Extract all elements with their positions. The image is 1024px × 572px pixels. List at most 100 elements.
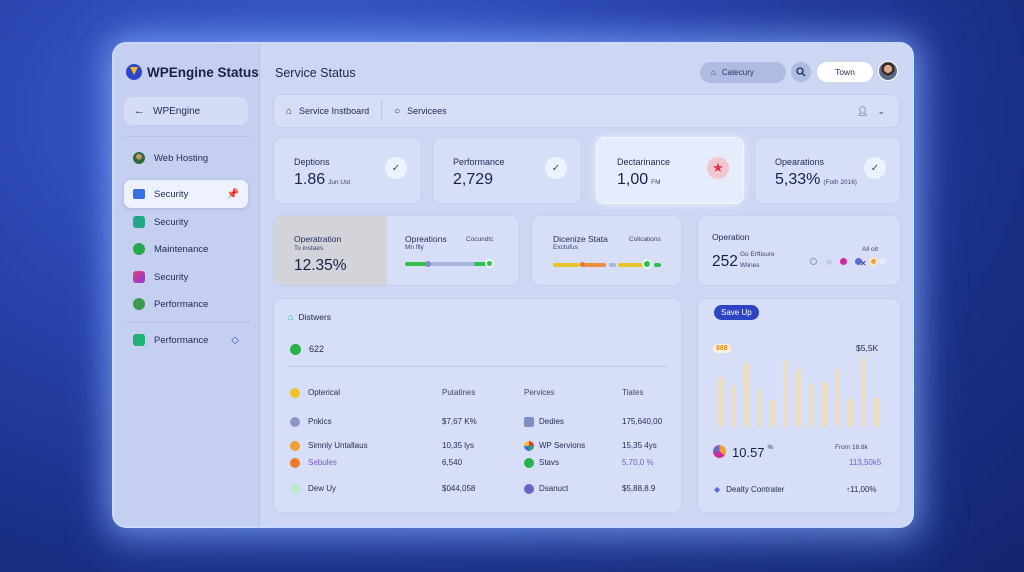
dot-orange xyxy=(869,257,878,266)
chart-bar[interactable] xyxy=(874,397,879,427)
operation-label: Operatration xyxy=(294,234,342,244)
app-window: WPEngine Status ← WPEngine Web Hosting S… xyxy=(112,42,914,528)
brand-name: WPEngine Status xyxy=(147,64,259,80)
kpi-card-performance[interactable]: Performance 2,729 ✓ xyxy=(432,137,582,204)
segment-gray xyxy=(609,263,616,267)
sidebar-item-web-hosting[interactable]: Web Hosting xyxy=(124,144,248,172)
info-icon xyxy=(290,417,300,427)
chart-card: Save Up 888 $5,5K 10.57% From 18.8k 113,… xyxy=(697,298,901,513)
kpi-value: 2,729 xyxy=(453,171,494,188)
lock-icon xyxy=(133,271,145,283)
progress-knob[interactable] xyxy=(485,259,494,268)
chart-bar[interactable] xyxy=(848,398,853,427)
table-count: 622 xyxy=(309,344,325,354)
chart-footer-value: ↑11,00% xyxy=(846,485,877,494)
grid-icon: ⌂ xyxy=(288,312,294,322)
tag-icon: ◆ xyxy=(714,485,721,494)
sidebar-divider xyxy=(124,136,250,137)
kpi-card-deptions[interactable]: Deptions 1.86 Jun Ust ✓ xyxy=(273,137,422,204)
chart-bar[interactable] xyxy=(731,385,736,427)
dot-magenta xyxy=(840,258,847,265)
col-header[interactable]: Tiates xyxy=(622,388,644,397)
warning-icon xyxy=(290,441,300,451)
sidebar-item-performance-2[interactable]: Performance ◇ xyxy=(124,326,248,354)
sidebar-item-label: Performance xyxy=(154,298,209,310)
avatar[interactable] xyxy=(878,61,898,81)
tab-servicees[interactable]: ○ Servicees xyxy=(381,101,459,121)
operation-count-label: Operation xyxy=(712,232,750,242)
brand[interactable]: WPEngine Status xyxy=(126,64,259,80)
chart-bar[interactable] xyxy=(835,369,840,427)
sidebar-item-label: Security xyxy=(154,216,189,228)
sidebar-item-security-2[interactable]: Security xyxy=(124,263,248,291)
tab-label: Service Instboard xyxy=(299,106,370,116)
opreations-sub: Mn flly xyxy=(405,244,424,251)
sidebar-item-security[interactable]: Security xyxy=(124,208,248,236)
distwers-table-card: ⌂ Distwers 622 Opterical Putatines Pervi… xyxy=(273,298,682,513)
kpi-card-dectarinance[interactable]: Dectarinance 1,00 FM ★ xyxy=(596,137,744,204)
opreations-label: Opreations xyxy=(405,234,447,244)
sidebar-item-label: Security xyxy=(154,271,189,283)
chart-bar[interactable] xyxy=(822,381,827,427)
sidebar-item-label: Performance xyxy=(154,334,209,346)
page-title: Service Status xyxy=(275,66,356,80)
dicenize-card[interactable]: Dicenize Stata Colications Exctufus xyxy=(531,215,682,286)
operation-line-1: Go Erftisure xyxy=(740,251,775,258)
star-icon: ★ xyxy=(707,157,729,179)
chart-bar[interactable] xyxy=(809,383,814,427)
chart-from-value: 113,50k5 xyxy=(849,458,882,467)
operation-sub: To instaes xyxy=(294,245,324,252)
sidebar-item-maintenance[interactable]: Maintenance xyxy=(124,235,248,263)
lock-icon: ⌂ xyxy=(711,68,716,77)
chart-footer-label: ◆ Dealty Contrater xyxy=(714,485,785,494)
chart-bar[interactable] xyxy=(770,399,775,427)
table-row[interactable]: Simnly Untallaus 10,35 lys WP Servions 1… xyxy=(288,441,667,455)
progress-segment xyxy=(474,262,492,266)
col-header[interactable]: Opterical xyxy=(308,388,341,397)
sidebar-item-performance[interactable]: Performance xyxy=(124,290,248,318)
chart-bar[interactable] xyxy=(744,362,749,427)
chart-bar[interactable] xyxy=(718,377,723,427)
tab-service-instboard[interactable]: ⌂ Service Instboard xyxy=(274,101,381,121)
chart-bar[interactable] xyxy=(861,357,866,427)
dicenize-right-label: Colications xyxy=(629,236,661,243)
operation-card[interactable]: Operatration To instaes 12.35% Opreation… xyxy=(273,215,520,286)
user-outline-icon: 👤︎ xyxy=(857,105,869,116)
segment-green xyxy=(654,263,661,267)
table-divider xyxy=(288,366,667,367)
sidebar-item-security-active[interactable]: Security 📌 xyxy=(124,180,248,208)
sidebar-item-label: Web Hosting xyxy=(154,152,209,164)
user-icon xyxy=(133,152,145,164)
kpi-label: Deptions xyxy=(294,157,330,167)
segment-yellow xyxy=(618,263,646,267)
close-icon[interactable]: ✕ xyxy=(860,259,867,268)
category-selector[interactable]: ⌂ Catecury xyxy=(700,62,786,83)
col-header[interactable]: Pervices xyxy=(524,388,555,397)
search-button[interactable] xyxy=(791,62,811,82)
chart-bar[interactable] xyxy=(783,359,788,427)
progress-segment xyxy=(405,262,427,266)
kpi-label: Performance xyxy=(453,157,505,167)
progress-knob[interactable] xyxy=(642,259,652,269)
table-row[interactable]: Pnkics $7,67 K% Dedies 175,640,00 xyxy=(288,417,667,431)
operation-count-card[interactable]: Operation 252 Go Erftisure Wlines All oi… xyxy=(697,215,901,286)
tab-bar: ⌂ Service Instboard ○ Servicees 👤︎ ⌄ xyxy=(273,94,900,128)
kpi-card-opearations[interactable]: Opearations 5,33% (Foth 2016) ✓ xyxy=(754,137,901,204)
pin-icon[interactable]: 📌 xyxy=(226,188,239,200)
chart-bar[interactable] xyxy=(796,369,801,427)
table-row[interactable]: Sebules 6,540 Stavs 5,70,0 % xyxy=(288,458,667,472)
col-header[interactable]: Putatines xyxy=(442,388,476,397)
account-menu[interactable]: 👤︎ ⌄ xyxy=(857,106,885,117)
back-button[interactable]: ← WPEngine xyxy=(124,97,248,125)
chart-bar[interactable] xyxy=(757,389,762,427)
table-row[interactable]: Dew Uy $044,058 Dsanuct $5,88,8.9 xyxy=(288,484,667,498)
save-up-badge[interactable]: Save Up xyxy=(714,305,759,320)
search-icon xyxy=(796,67,806,77)
alert-icon xyxy=(290,458,300,468)
dot-icon xyxy=(524,484,534,494)
shield-icon xyxy=(133,216,145,228)
kpi-label: Dectarinance xyxy=(617,157,671,167)
chart-main-value: 10.57% xyxy=(732,445,773,460)
town-button[interactable]: Town xyxy=(817,62,873,82)
diamond-icon[interactable]: ◇ xyxy=(231,334,239,346)
